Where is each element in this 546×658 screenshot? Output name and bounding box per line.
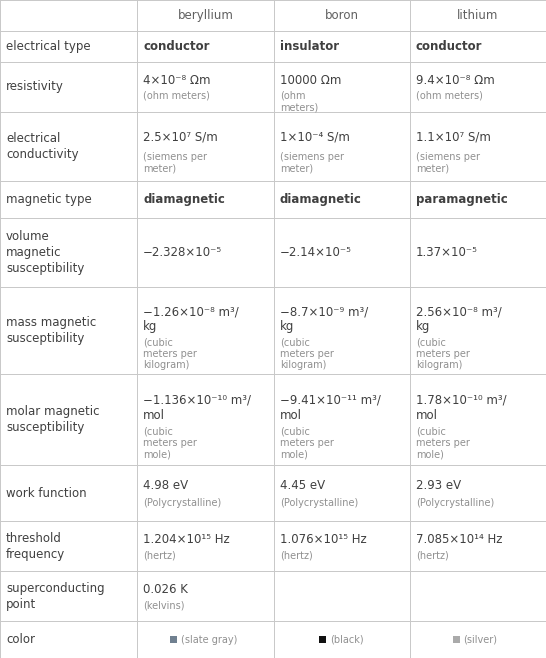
Text: (cubic
meters per
mole): (cubic meters per mole) <box>143 426 197 460</box>
Text: (Polycrystalline): (Polycrystalline) <box>143 497 221 507</box>
Text: (hertz): (hertz) <box>280 550 313 560</box>
Text: 1.78×10⁻¹⁰ m³/
mol: 1.78×10⁻¹⁰ m³/ mol <box>416 393 507 422</box>
Text: 1.076×10¹⁵ Hz: 1.076×10¹⁵ Hz <box>280 533 367 546</box>
Text: (siemens per
meter): (siemens per meter) <box>143 152 207 174</box>
Text: color: color <box>6 633 35 646</box>
Text: lithium: lithium <box>458 9 498 22</box>
Text: 0.026 K: 0.026 K <box>143 584 188 596</box>
Text: (kelvins): (kelvins) <box>143 600 185 610</box>
Text: conductor: conductor <box>143 39 210 53</box>
Text: −1.26×10⁻⁸ m³/
kg: −1.26×10⁻⁸ m³/ kg <box>143 305 239 333</box>
Text: diamagnetic: diamagnetic <box>143 193 225 206</box>
Text: (slate gray): (slate gray) <box>181 635 238 645</box>
Text: work function: work function <box>6 487 87 500</box>
Text: magnetic type: magnetic type <box>6 193 92 206</box>
Text: 2.56×10⁻⁸ m³/
kg: 2.56×10⁻⁸ m³/ kg <box>416 305 502 333</box>
Text: mass magnetic
susceptibility: mass magnetic susceptibility <box>6 316 96 345</box>
Text: 9.4×10⁻⁸ Ωm: 9.4×10⁻⁸ Ωm <box>416 74 495 87</box>
Text: 7.085×10¹⁴ Hz: 7.085×10¹⁴ Hz <box>416 533 502 546</box>
Text: resistivity: resistivity <box>6 80 64 93</box>
Text: (Polycrystalline): (Polycrystalline) <box>280 497 358 507</box>
Text: molar magnetic
susceptibility: molar magnetic susceptibility <box>6 405 99 434</box>
Text: (ohm
meters): (ohm meters) <box>280 91 318 113</box>
Text: electrical
conductivity: electrical conductivity <box>6 132 79 161</box>
Text: (cubic
meters per
kilogram): (cubic meters per kilogram) <box>143 337 197 370</box>
Text: electrical type: electrical type <box>6 39 91 53</box>
Text: 4.98 eV: 4.98 eV <box>143 480 188 492</box>
Text: conductor: conductor <box>416 39 483 53</box>
Text: 1.204×10¹⁵ Hz: 1.204×10¹⁵ Hz <box>143 533 230 546</box>
Text: boron: boron <box>325 9 359 22</box>
Text: superconducting
point: superconducting point <box>6 582 105 611</box>
Text: (siemens per
meter): (siemens per meter) <box>280 152 344 174</box>
Text: 1×10⁻⁴ S/m: 1×10⁻⁴ S/m <box>280 131 350 144</box>
Text: paramagnetic: paramagnetic <box>416 193 508 206</box>
Text: volume
magnetic
susceptibility: volume magnetic susceptibility <box>6 230 85 275</box>
Text: −9.41×10⁻¹¹ m³/
mol: −9.41×10⁻¹¹ m³/ mol <box>280 393 381 422</box>
Text: beryllium: beryllium <box>177 9 234 22</box>
Text: 4×10⁻⁸ Ωm: 4×10⁻⁸ Ωm <box>143 74 211 87</box>
Text: −2.14×10⁻⁵: −2.14×10⁻⁵ <box>280 246 352 259</box>
Text: 2.93 eV: 2.93 eV <box>416 480 461 492</box>
Text: (cubic
meters per
mole): (cubic meters per mole) <box>416 426 470 460</box>
Text: insulator: insulator <box>280 39 339 53</box>
Text: −1.136×10⁻¹⁰ m³/
mol: −1.136×10⁻¹⁰ m³/ mol <box>143 393 251 422</box>
Text: (ohm meters): (ohm meters) <box>143 91 210 101</box>
Bar <box>453 636 460 644</box>
Text: (cubic
meters per
kilogram): (cubic meters per kilogram) <box>280 337 334 370</box>
Text: −8.7×10⁻⁹ m³/
kg: −8.7×10⁻⁹ m³/ kg <box>280 305 368 333</box>
Text: (hertz): (hertz) <box>416 550 449 560</box>
Text: diamagnetic: diamagnetic <box>280 193 362 206</box>
Text: (black): (black) <box>330 635 364 645</box>
Text: (hertz): (hertz) <box>143 550 176 560</box>
Text: (cubic
meters per
kilogram): (cubic meters per kilogram) <box>416 337 470 370</box>
Text: −2.328×10⁻⁵: −2.328×10⁻⁵ <box>143 246 222 259</box>
Text: (ohm meters): (ohm meters) <box>416 91 483 101</box>
Text: 10000 Ωm: 10000 Ωm <box>280 74 341 87</box>
Bar <box>319 636 326 644</box>
Text: 1.37×10⁻⁵: 1.37×10⁻⁵ <box>416 246 478 259</box>
Text: 1.1×10⁷ S/m: 1.1×10⁷ S/m <box>416 131 491 144</box>
Text: (siemens per
meter): (siemens per meter) <box>416 152 480 174</box>
Text: (Polycrystalline): (Polycrystalline) <box>416 497 494 507</box>
Bar <box>170 636 177 644</box>
Text: 4.45 eV: 4.45 eV <box>280 480 325 492</box>
Text: (silver): (silver) <box>464 635 497 645</box>
Text: 2.5×10⁷ S/m: 2.5×10⁷ S/m <box>143 131 218 144</box>
Text: threshold
frequency: threshold frequency <box>6 532 66 561</box>
Text: (cubic
meters per
mole): (cubic meters per mole) <box>280 426 334 460</box>
